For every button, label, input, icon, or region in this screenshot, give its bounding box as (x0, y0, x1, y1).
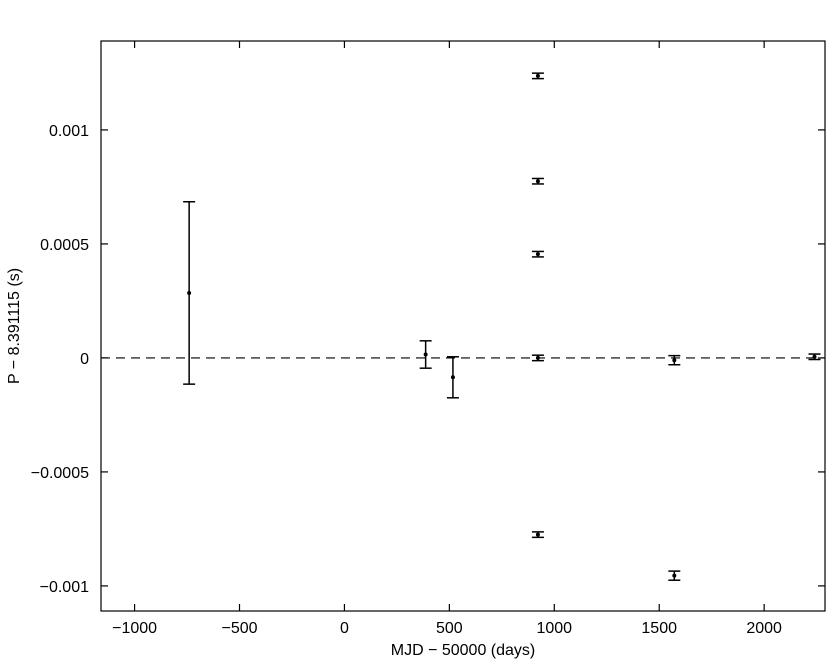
y-axis: −0.001 −0.0005 0 0.0005 0.001 (31, 123, 825, 596)
x-tick-label: 500 (436, 620, 463, 637)
x-tick-label: 1000 (536, 620, 572, 637)
data-point (535, 532, 540, 537)
data-point (672, 573, 677, 578)
y-tick-label: 0.0005 (40, 237, 89, 254)
x-tick-label: 0 (340, 620, 349, 637)
plot-area (101, 72, 825, 581)
data-point (672, 358, 677, 363)
data-point (535, 252, 540, 257)
data-point-group (668, 354, 681, 366)
data-point-group (531, 72, 544, 80)
plot-frame (100, 40, 826, 612)
data-point-group (183, 200, 196, 385)
y-tick-label: 0.001 (49, 123, 89, 140)
x-tick-label: −1000 (112, 620, 157, 637)
data-point (812, 354, 817, 359)
data-point (187, 290, 192, 295)
data-point-group (668, 570, 681, 581)
x-tick-label: −500 (221, 620, 257, 637)
data-point-group (531, 250, 544, 258)
y-axis-title: P − 8.391115 (s) (6, 268, 23, 384)
data-point-group (531, 177, 544, 185)
data-point (423, 352, 428, 357)
data-point-group (419, 340, 432, 369)
data-point (450, 375, 455, 380)
x-axis-title: MJD − 50000 (days) (391, 642, 536, 659)
x-tick-label: 2000 (746, 620, 782, 637)
y-tick-label: 0 (80, 351, 89, 368)
data-point (535, 355, 540, 360)
data-point-group (808, 353, 821, 361)
data-point-group (531, 531, 544, 539)
data-point-group (446, 356, 459, 399)
x-tick-label: 1500 (641, 620, 677, 637)
data-point-group (531, 354, 544, 362)
data-point (535, 179, 540, 184)
data-point (535, 73, 540, 78)
y-tick-label: −0.001 (40, 579, 89, 596)
x-axis: −1000 −500 0 500 1000 1500 2000 (112, 41, 782, 637)
y-tick-label: −0.0005 (31, 465, 89, 482)
